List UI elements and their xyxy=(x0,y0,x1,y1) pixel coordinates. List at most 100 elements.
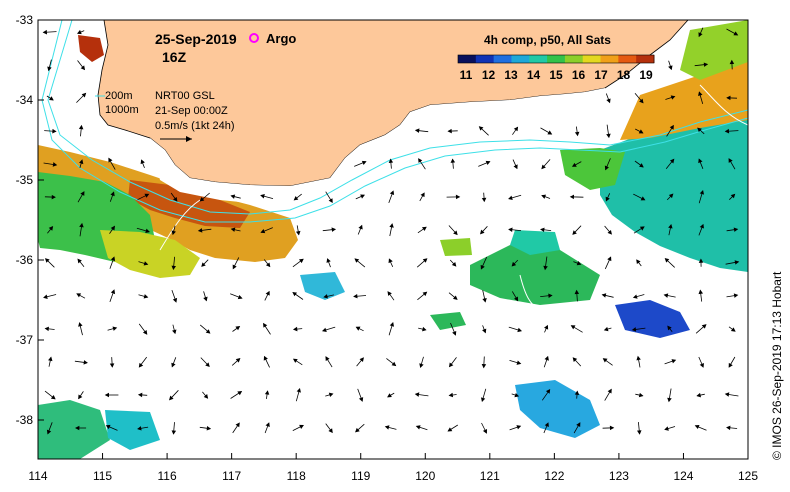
sst-patch-nw-strip xyxy=(78,35,104,62)
current-vector-head xyxy=(508,195,513,201)
current-vector-head xyxy=(232,264,237,270)
current-vector-head xyxy=(414,392,420,397)
lon-tick-label: 122 xyxy=(544,469,564,483)
current-vector-head xyxy=(663,293,669,298)
current-vector-head xyxy=(664,258,670,263)
current-vector-head xyxy=(607,229,612,235)
nrt-label: NRT00 GSL xyxy=(155,90,215,102)
current-vector-head xyxy=(415,425,421,430)
colorbar-tick-label: 13 xyxy=(504,68,518,82)
current-vector-head xyxy=(77,258,82,264)
sst-patch-cyan-3 xyxy=(300,272,345,300)
colorbar-tick-label: 16 xyxy=(572,68,586,82)
current-vector-head xyxy=(389,190,395,196)
current-vector-head xyxy=(260,229,266,234)
current-vector-head xyxy=(697,127,702,133)
current-vector-head xyxy=(414,128,420,133)
plot-frame xyxy=(37,19,749,460)
current-vector-head xyxy=(78,322,83,327)
current-vector-head xyxy=(353,294,358,299)
current-vector-head xyxy=(448,362,454,368)
sst-patch-small-green xyxy=(430,312,466,330)
current-vector-head xyxy=(109,363,115,368)
current-vector-head xyxy=(631,327,637,332)
current-vector-head xyxy=(47,66,52,72)
current-vector-head xyxy=(544,355,549,361)
current-vector-head xyxy=(639,163,644,168)
colorbar-tick-label: 11 xyxy=(460,68,473,82)
current-vector-head xyxy=(143,294,149,299)
lon-tick-label: 119 xyxy=(351,469,370,483)
current-vector-head xyxy=(574,390,580,395)
current-vector-head xyxy=(235,326,241,331)
current-vector-head xyxy=(698,91,703,96)
current-vector-head xyxy=(389,223,394,228)
current-vector-head xyxy=(728,362,733,368)
current-vector-head xyxy=(544,422,549,428)
sst-patch-ne-green xyxy=(680,20,748,80)
current-vector-head xyxy=(292,292,298,297)
current-vector-head xyxy=(703,62,709,67)
current-vector-head xyxy=(606,133,611,139)
current-vector-head xyxy=(391,361,397,367)
sst-patch-east-green xyxy=(560,148,625,190)
current-vector-head xyxy=(726,425,731,431)
current-vector-head xyxy=(516,360,522,365)
current-vector-head xyxy=(418,158,423,163)
contour-1000m-label: 1000m xyxy=(105,104,139,116)
current-vector-head xyxy=(140,159,145,165)
current-vector-head xyxy=(636,355,641,361)
current-vector-head xyxy=(419,363,424,369)
current-vector-head xyxy=(513,126,519,132)
current-vector-head xyxy=(78,124,84,130)
current-vector-head xyxy=(45,258,50,263)
colorbar-swatch xyxy=(636,55,655,63)
current-vector-head xyxy=(321,327,327,333)
current-vector-head xyxy=(145,228,150,234)
current-vector-head xyxy=(265,422,270,428)
current-vector-head xyxy=(668,223,673,229)
current-vector-head xyxy=(511,261,517,267)
colorbar-tick-label: 12 xyxy=(482,68,496,82)
current-vector-head xyxy=(137,392,143,398)
current-vector-head xyxy=(728,158,733,163)
current-vector-head xyxy=(480,229,485,235)
colorbar-swatch xyxy=(618,55,637,63)
current-vector-head xyxy=(572,357,578,362)
current-vector-head xyxy=(361,160,367,165)
hour-label: 16Z xyxy=(162,49,187,65)
current-vector-head xyxy=(669,124,674,130)
current-vector-head xyxy=(260,194,265,199)
current-vector-head xyxy=(172,297,178,303)
current-vector-head xyxy=(75,425,80,431)
current-vector-head xyxy=(48,96,54,101)
colorbar-outline xyxy=(457,54,655,64)
current-vector-head xyxy=(481,363,487,369)
current-vector-head xyxy=(639,98,644,104)
current-vector-head xyxy=(482,297,487,303)
current-vector-head xyxy=(110,225,115,231)
argo-label: Argo xyxy=(266,31,296,46)
current-vector-head xyxy=(46,429,52,435)
sst-patch-mid-cyan xyxy=(510,230,560,255)
lat-tick-label: -33 xyxy=(16,13,34,27)
current-vector-head xyxy=(701,324,707,329)
current-vector-head xyxy=(264,390,270,395)
current-vector-head xyxy=(79,222,84,228)
current-vector-head xyxy=(48,356,53,362)
current-vector-head xyxy=(171,362,176,368)
current-vector-head xyxy=(514,392,520,398)
current-vector-head xyxy=(203,394,209,399)
lon-tick-label: 116 xyxy=(158,469,177,483)
current-vector-head xyxy=(543,265,548,271)
current-vector-head xyxy=(77,29,82,35)
credit-label: © IMOS 26-Sep-2019 17:13 Hobart xyxy=(770,271,784,460)
current-vector-head xyxy=(197,228,203,233)
current-vector-head xyxy=(354,258,360,263)
current-vector-head xyxy=(541,194,546,199)
current-vector-head xyxy=(80,191,85,196)
current-vector-head xyxy=(667,397,672,403)
current-vector-head xyxy=(640,196,646,201)
sst-patch-west-hot xyxy=(128,180,250,228)
current-vector-head xyxy=(206,425,212,431)
